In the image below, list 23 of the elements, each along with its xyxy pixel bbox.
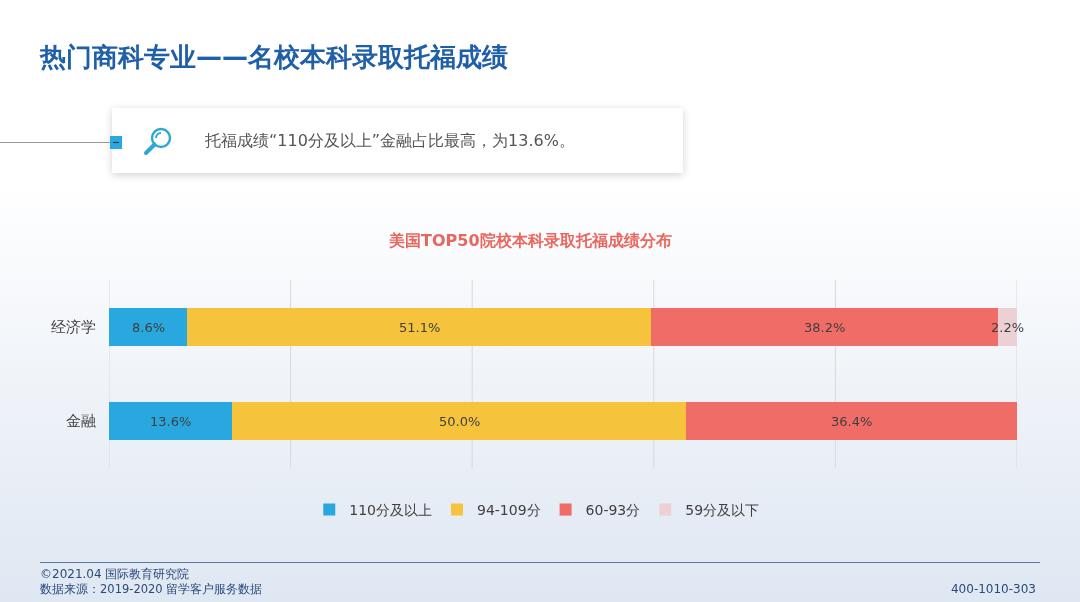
callout-box: 托福成绩“110分及以上”金融占比最高，为13.6%。 [112,108,683,173]
y-tick-label: 金融 [66,412,96,431]
bar [109,308,188,346]
legend-label: 94-109分 [476,502,541,519]
bar [109,402,233,440]
legend-label: 59分及以下 [685,502,760,519]
text: ©2021.04 国际教育研究院 [40,566,190,583]
data-label: 13.6% [150,414,192,429]
chart-title: 热门商科专业——名校本科录取托福成绩 [39,42,508,73]
data-label: 8.6% [132,320,166,335]
data-label: 36.4% [831,414,873,429]
legend-label: 60-93分 [585,502,641,519]
legend-label: 110分及以上 [349,502,432,519]
bar [187,308,652,346]
data-label: 50.0% [439,414,481,429]
text: 400-1010-303 [950,582,1036,596]
data-label: 51.1% [399,320,441,335]
chart-subtitle: 美国TOP50院校本科录取托福成绩分布 [388,231,672,250]
bar [232,402,687,440]
y-tick-label: 经济学 [51,318,96,337]
bar [686,402,1017,440]
source-note: 数据来源：2019-2020 留学客户服务数据 [40,582,263,597]
data-label: 38.2% [804,320,846,335]
